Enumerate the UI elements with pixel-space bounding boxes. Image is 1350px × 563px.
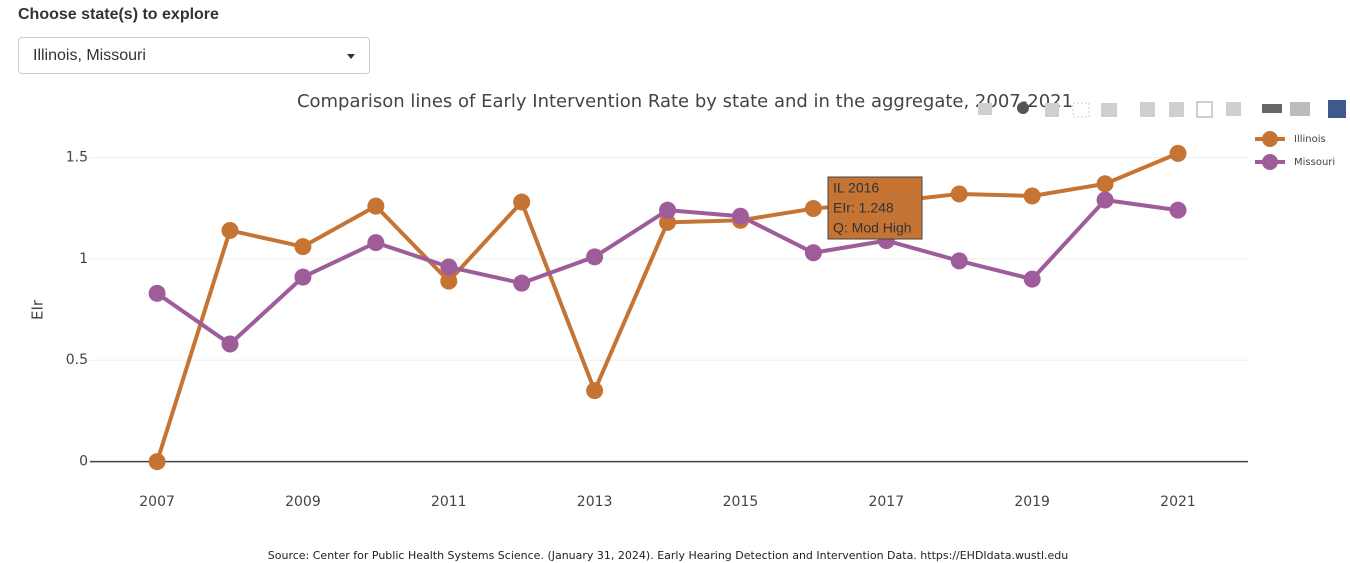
point bbox=[440, 258, 458, 276]
tooltip-box bbox=[827, 176, 923, 240]
point bbox=[659, 201, 677, 219]
control-label: Choose state(s) to explore bbox=[18, 6, 219, 23]
x-tick-label: 2009 bbox=[285, 494, 321, 510]
lasso-icon[interactable] bbox=[1101, 103, 1117, 117]
point bbox=[1096, 191, 1114, 209]
point bbox=[221, 221, 239, 239]
legend-swatch-dot bbox=[1262, 154, 1278, 170]
autoscale-icon[interactable] bbox=[1196, 101, 1213, 118]
plotly-logo[interactable] bbox=[1328, 100, 1346, 118]
point bbox=[294, 268, 312, 286]
x-tick-label: 2021 bbox=[1160, 494, 1196, 510]
x-tick-label: 2007 bbox=[139, 494, 175, 510]
point bbox=[221, 335, 239, 353]
dropdown-value: Illinois, Missouri bbox=[33, 47, 146, 64]
x-tick-label: 2015 bbox=[723, 494, 759, 510]
y-axis-label: EIr bbox=[29, 299, 47, 320]
point bbox=[586, 248, 604, 266]
point bbox=[731, 207, 749, 225]
toolbar bbox=[978, 100, 1346, 118]
legend-label: Illinois bbox=[1294, 134, 1326, 145]
point bbox=[804, 244, 822, 262]
point bbox=[294, 238, 312, 256]
camera-icon[interactable] bbox=[978, 103, 992, 115]
point bbox=[440, 272, 458, 290]
chart-title: Comparison lines of Early Intervention R… bbox=[297, 91, 1073, 112]
tooltip-text: IL 2016 bbox=[833, 180, 879, 196]
point bbox=[804, 200, 822, 218]
point bbox=[950, 252, 968, 270]
x-tick-label: 2019 bbox=[1014, 494, 1050, 510]
point bbox=[367, 197, 385, 215]
point bbox=[1023, 270, 1041, 288]
hover-compare-icon[interactable] bbox=[1290, 102, 1310, 116]
y-tick-label: 1.5 bbox=[66, 149, 88, 165]
point bbox=[586, 382, 604, 400]
point bbox=[1023, 187, 1041, 205]
point bbox=[513, 193, 531, 211]
legend-swatch-dot bbox=[1262, 131, 1278, 147]
x-tick-label: 2017 bbox=[868, 494, 904, 510]
point bbox=[1169, 201, 1187, 219]
point bbox=[1096, 175, 1114, 193]
legend-label: Missouri bbox=[1294, 157, 1335, 168]
y-tick-label: 0 bbox=[79, 454, 88, 470]
pan-icon[interactable] bbox=[1045, 103, 1059, 117]
point bbox=[148, 284, 166, 302]
tooltip-text: EIr: 1.248 bbox=[833, 200, 894, 216]
hover-closest-icon[interactable] bbox=[1262, 104, 1282, 113]
zoom-in-icon[interactable] bbox=[1140, 102, 1155, 117]
x-tick-label: 2013 bbox=[577, 494, 613, 510]
point bbox=[367, 234, 385, 252]
point bbox=[513, 274, 531, 292]
zoom-out-icon[interactable] bbox=[1169, 102, 1184, 117]
dropdown-caret bbox=[347, 54, 355, 59]
x-tick-label: 2011 bbox=[431, 494, 467, 510]
point bbox=[148, 453, 166, 471]
y-tick-label: 0.5 bbox=[66, 352, 88, 368]
reset-icon[interactable] bbox=[1226, 102, 1241, 116]
point bbox=[659, 213, 677, 231]
point bbox=[1169, 144, 1187, 162]
point bbox=[950, 185, 968, 203]
zoom-icon[interactable] bbox=[1017, 102, 1029, 114]
state-dropdown[interactable]: Illinois, Missouri bbox=[18, 37, 370, 74]
tooltip-text: Q: Mod High bbox=[833, 220, 912, 236]
y-tick-label: 1 bbox=[79, 251, 88, 267]
source-note: Source: Center for Public Health Systems… bbox=[268, 549, 1068, 562]
select-icon[interactable] bbox=[1072, 102, 1090, 118]
